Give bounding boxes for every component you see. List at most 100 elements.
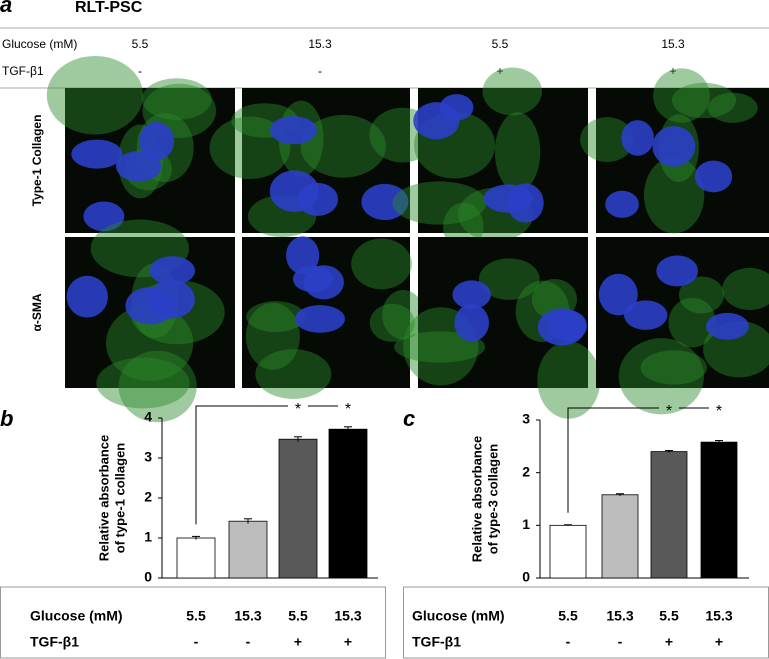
- table-cell: +: [665, 634, 673, 650]
- green-stain: [300, 114, 387, 178]
- micrograph: [65, 219, 235, 423]
- row-label: TGF-β1: [2, 64, 44, 78]
- cell: 15.3: [308, 37, 332, 51]
- green-stain: [494, 112, 541, 192]
- cell: +: [496, 64, 503, 78]
- green-stain: [653, 68, 710, 123]
- green-stain: [246, 301, 306, 333]
- bar: [549, 524, 587, 579]
- bracket: [567, 407, 659, 513]
- nucleus: [656, 255, 699, 287]
- nucleus: [605, 190, 639, 218]
- nucleus: [66, 275, 108, 318]
- green-stain: [643, 156, 705, 234]
- y-tick-label: 0: [144, 569, 152, 585]
- significance: *: [345, 401, 351, 418]
- y-axis-label: Relative absorbance: [96, 435, 111, 561]
- cell: 5.5: [492, 37, 509, 51]
- nucleus: [621, 120, 654, 156]
- cell: +: [669, 64, 676, 78]
- micrograph: [46, 56, 235, 233]
- table-cell: -: [194, 634, 199, 650]
- green-stain: [96, 357, 190, 409]
- table-cell: 15.3: [234, 608, 261, 624]
- cell: -: [138, 64, 142, 78]
- significance: *: [295, 401, 301, 418]
- bar: [228, 520, 268, 579]
- micrograph: [596, 237, 769, 415]
- table-cell: -: [618, 634, 623, 650]
- nucleus: [71, 139, 123, 169]
- image-row-label: Type-1 Collagen: [30, 115, 44, 207]
- micrograph: [392, 67, 588, 251]
- green-stain: [482, 67, 542, 116]
- table-cell: +: [344, 634, 352, 650]
- y-tick-label: 2: [522, 463, 530, 479]
- green-stain: [580, 117, 634, 162]
- green-stain: [707, 92, 758, 123]
- y-tick-label: 4: [144, 409, 152, 425]
- significance: *: [716, 403, 722, 420]
- table-cell: 5.5: [288, 608, 308, 624]
- table-cell: +: [715, 634, 723, 650]
- table-label: TGF-β1: [30, 634, 79, 650]
- table-cell: 15.3: [334, 608, 361, 624]
- table-cell: 15.3: [606, 608, 633, 624]
- green-stain: [369, 303, 415, 342]
- nucleus: [598, 273, 638, 316]
- nucleus: [652, 126, 696, 167]
- y-axis-label: of type-1 collagen: [112, 443, 127, 554]
- green-stain: [382, 289, 425, 340]
- green-stain: [478, 258, 540, 300]
- nucleus: [439, 94, 474, 121]
- micrograph: [394, 237, 601, 419]
- nucleus: [270, 116, 317, 145]
- nucleus: [361, 183, 409, 221]
- nucleus: [292, 265, 333, 293]
- table-cell: 5.5: [558, 608, 578, 624]
- table-label: Glucose (mM): [30, 608, 123, 624]
- significance: *: [666, 403, 672, 420]
- micrograph: [209, 88, 436, 238]
- y-tick-label: 3: [144, 449, 152, 465]
- green-stain: [245, 302, 300, 370]
- nucleus: [483, 184, 533, 213]
- nucleus: [286, 236, 320, 275]
- table-label: TGF-β1: [412, 634, 461, 650]
- green-stain: [118, 350, 197, 423]
- green-stain: [255, 349, 332, 399]
- table-cell: 5.5: [659, 608, 679, 624]
- cell: 5.5: [132, 37, 149, 51]
- table-cell: -: [246, 634, 251, 650]
- bar: [700, 441, 738, 579]
- cell: -: [318, 64, 322, 78]
- bracket: [195, 405, 288, 525]
- y-tick-label: 3: [522, 411, 530, 427]
- bar: [176, 537, 216, 579]
- green-stain: [141, 78, 212, 120]
- bar: [328, 428, 368, 579]
- green-stain: [640, 350, 708, 385]
- nucleus: [125, 286, 176, 325]
- cell: 15.3: [661, 37, 685, 51]
- nucleus: [294, 305, 345, 333]
- micrograph: [580, 68, 769, 234]
- bar: [601, 494, 639, 579]
- green-stain: [351, 238, 412, 290]
- panel-label: a: [0, 0, 12, 17]
- nucleus: [139, 121, 175, 161]
- green-stain: [618, 338, 704, 415]
- micrograph: [242, 236, 425, 399]
- green-stain: [392, 181, 487, 225]
- table-box: [0, 586, 386, 659]
- nucleus: [83, 201, 125, 232]
- table-cell: +: [294, 634, 302, 650]
- table-cell: -: [566, 634, 571, 650]
- table-cell: 5.5: [186, 608, 206, 624]
- y-tick-label: 2: [144, 489, 152, 505]
- nucleus: [624, 300, 668, 330]
- green-stain: [105, 305, 194, 381]
- y-axis-label: Relative absorbance: [469, 436, 484, 562]
- green-stain: [537, 341, 601, 419]
